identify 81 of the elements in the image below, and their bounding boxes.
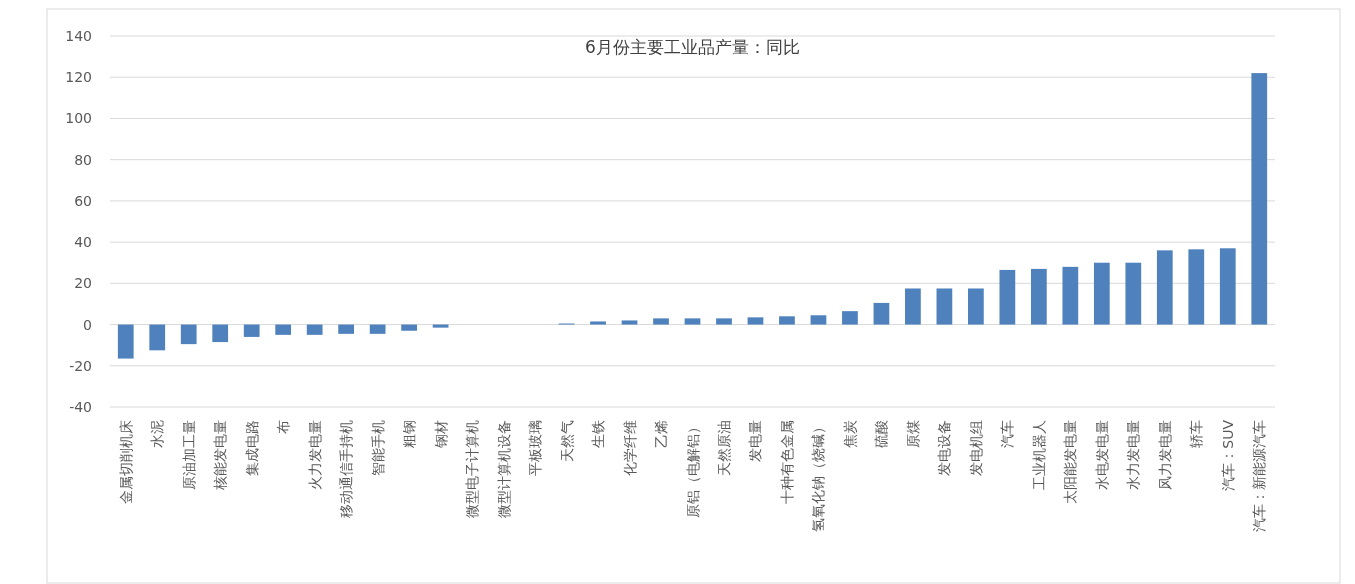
bar [747,317,764,325]
x-tick-label: 水力发电量 [1125,420,1142,490]
x-tick-label: 汽车：SUV [1219,419,1236,491]
bar [1125,262,1142,325]
x-tick-label: 微型计算机设备 [495,420,512,518]
y-tick-label: -20 [69,357,92,374]
x-tick-label: 粗钢 [401,420,418,448]
x-tick-label: 氢氧化钠（烧碱） [810,420,827,532]
x-tick-label: 原铝（电解铝） [684,420,701,518]
bar [873,302,890,325]
bar [243,324,260,337]
x-tick-label: 生铁 [590,420,607,448]
x-tick-label: 水泥 [149,420,166,448]
x-tick-label: 核能发电量 [212,420,229,491]
x-tick-label: 集成电路 [243,420,260,476]
x-tick-label: 水电发电量 [1093,420,1110,490]
x-tick-label: 汽车 [999,420,1016,448]
y-tick-label: 40 [74,234,92,251]
x-tick-label: 硫酸 [873,420,890,448]
bar [842,311,858,325]
bar [621,320,638,325]
y-tick-label: 20 [74,275,92,292]
bar [1030,268,1047,325]
x-tick-label: 移动通信手持机 [338,420,355,518]
x-tick-label: 乙烯 [653,420,670,448]
bar [275,324,292,335]
x-tick-label: 平板玻璃 [527,420,544,476]
bar [306,324,323,335]
bar [1251,73,1268,325]
x-tick-label: 化学纤维 [621,420,638,476]
x-tick-label: 风力发电量 [1156,420,1173,490]
x-tick-label: 智能手机 [369,420,386,476]
x-tick-label: 发电量 [747,420,764,462]
x-tick-label: 金属切削机床 [117,420,134,504]
y-tick-label: -40 [69,399,92,415]
bar [401,324,417,331]
bar [212,324,229,343]
bar [1093,262,1110,325]
x-tick-label: 轿车 [1188,420,1205,448]
bar [180,324,197,345]
bar [653,318,669,325]
x-tick-label: 十种有色金属 [778,420,795,504]
y-tick-label: 80 [74,151,92,168]
y-tick-label: 60 [74,192,92,209]
x-tick-label: 天然气 [558,420,575,462]
bar [936,288,953,325]
bar [149,324,166,351]
x-tick-label: 火力发电量 [306,420,323,490]
bar [999,269,1016,325]
bar [779,316,795,325]
bar [590,321,606,325]
x-tick-label: 原煤 [904,420,921,448]
bar [1062,266,1079,325]
x-tick-label: 发电机组 [967,420,984,476]
x-tick-label: 原油加工量 [180,420,197,490]
x-tick-label: 天然原油 [715,420,732,476]
x-tick-label: 焦炭 [841,420,858,448]
bar [716,318,732,325]
bar [968,288,984,325]
bar [369,324,386,334]
x-tick-label: 太阳能发电量 [1062,420,1079,504]
bar [1156,250,1173,325]
y-tick-label: 120 [65,69,92,86]
bar [432,324,449,328]
x-tick-label: 汽车：新能源汽车 [1251,420,1268,532]
bar [810,315,827,325]
x-tick-label: 布 [275,420,292,434]
bar [684,318,701,325]
bar [1219,248,1236,325]
y-tick-label: 100 [65,110,92,127]
bar [338,324,355,334]
y-tick-label: 0 [83,316,92,333]
bar [1188,249,1205,325]
bar [117,324,134,359]
y-tick-label: 140 [65,28,92,44]
x-tick-label: 钢材 [432,420,449,449]
x-tick-label: 工业机器人 [1030,420,1047,490]
bar [905,288,921,325]
x-tick-label: 发电设备 [936,420,953,476]
x-tick-label: 微型电子计算机 [464,420,481,518]
chart-title: 6月份主要工业品产量：同比 [585,37,800,57]
